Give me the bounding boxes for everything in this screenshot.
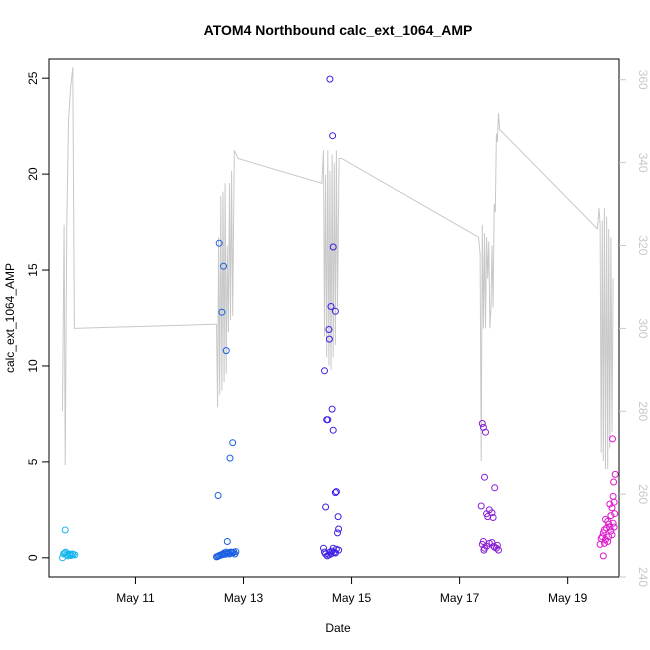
data-point-s2-10 <box>328 405 336 413</box>
y-tick-label-5: 25 <box>26 71 40 85</box>
y-tick-label-4: 20 <box>26 167 40 181</box>
data-point-s3-3 <box>481 473 488 481</box>
x-tick-label-1: May 13 <box>224 591 264 605</box>
data-point-s2-5 <box>325 326 333 333</box>
x-tick-label-4: May 19 <box>548 591 588 605</box>
data-point-s2-6 <box>325 335 333 343</box>
y2-tick-label-0: 240 <box>636 567 650 587</box>
data-point-s4-8 <box>607 512 615 520</box>
data-point-s4-6 <box>608 504 616 512</box>
y2-tick-label-3: 300 <box>636 318 650 338</box>
data-point-s2-4 <box>331 307 339 315</box>
data-point-s1-7 <box>223 538 231 545</box>
y-tick-label-2: 10 <box>26 359 40 373</box>
y-tick-label-0: 0 <box>26 554 40 561</box>
data-point-s1-3 <box>222 347 230 355</box>
data-point-s1-2 <box>218 308 226 316</box>
data-point-s0-12 <box>71 551 79 559</box>
y-tick-label-1: 5 <box>26 458 40 465</box>
data-point-s4-0 <box>609 435 616 443</box>
data-point-s1-1 <box>220 262 227 270</box>
data-point-s0-2 <box>60 550 68 558</box>
x-tick-label-2: May 15 <box>332 591 372 605</box>
x-tick-label-3: May 17 <box>440 591 480 605</box>
data-point-s2-12 <box>331 489 339 497</box>
data-point-s4-1 <box>611 470 619 478</box>
data-point-s4-7 <box>611 510 619 518</box>
x-axis-label: Date <box>325 621 351 635</box>
data-point-s4-2 <box>610 478 618 486</box>
y2-tick-label-4: 320 <box>636 235 650 255</box>
y-axis-right: 240 260 280 300 320 340 360 <box>619 70 650 587</box>
data-point-s4-9 <box>602 515 609 523</box>
data-point-s4-20 <box>600 539 608 547</box>
plot-frame <box>48 58 620 578</box>
data-point-s3-19 <box>492 544 500 552</box>
data-point-s3-20 <box>493 541 501 549</box>
y-axis-label: calc_ext_1064_AMP <box>3 263 17 373</box>
series-line-0 <box>62 67 614 470</box>
data-point-s3-5 <box>477 502 485 510</box>
data-point-s3-22 <box>480 546 488 554</box>
scatter-points <box>59 75 619 562</box>
data-point-s2-13 <box>332 488 340 496</box>
data-point-s4-27 <box>605 533 613 541</box>
data-point-s2-1 <box>329 132 337 140</box>
data-point-s4-22 <box>599 552 607 560</box>
data-point-s3-2 <box>482 428 489 436</box>
y-axis-left: 0 5 10 15 20 25 <box>26 71 49 561</box>
data-point-s3-0 <box>478 420 486 427</box>
data-point-s1-6 <box>214 492 222 499</box>
y2-tick-label-5: 340 <box>636 153 650 173</box>
x-axis: May 11 May 13 May 15 May 17 May 19 <box>116 577 588 605</box>
data-point-s2-2 <box>329 243 337 251</box>
y2-tick-label-6: 360 <box>636 70 650 90</box>
y-tick-label-3: 15 <box>26 263 40 277</box>
data-point-s3-8 <box>488 509 496 517</box>
data-point-s1-4 <box>229 439 237 447</box>
data-point-s2-17 <box>334 529 341 537</box>
data-point-s2-7 <box>321 367 328 375</box>
data-point-s2-0 <box>326 75 334 83</box>
data-point-s1-26 <box>232 548 240 556</box>
data-point-s3-10 <box>489 514 497 521</box>
data-point-s3-21 <box>495 546 502 554</box>
chart-title: ATOM4 Northbound calc_ext_1064_AMP <box>204 22 473 38</box>
data-point-s0-0 <box>61 526 69 534</box>
data-point-s1-5 <box>226 454 234 462</box>
y2-tick-label-2: 280 <box>636 401 650 421</box>
data-point-s2-3 <box>327 303 335 310</box>
data-point-s2-15 <box>334 513 342 521</box>
data-point-s2-16 <box>335 525 343 533</box>
data-point-s2-20 <box>322 550 330 558</box>
x-tick-label-0: May 11 <box>116 591 155 605</box>
data-point-s4-26 <box>610 523 618 531</box>
data-point-s4-21 <box>596 540 604 548</box>
data-point-s2-11 <box>329 426 337 434</box>
data-point-s4-25 <box>609 519 617 527</box>
data-point-s2-14 <box>322 503 330 511</box>
data-point-s1-0 <box>215 239 223 247</box>
data-point-s4-5 <box>606 500 614 508</box>
right-axis-line-series <box>62 67 614 470</box>
data-point-s3-4 <box>491 484 499 492</box>
y2-tick-label-1: 260 <box>636 484 650 504</box>
data-point-s2-30 <box>335 546 343 554</box>
data-point-s2-9 <box>323 416 331 424</box>
